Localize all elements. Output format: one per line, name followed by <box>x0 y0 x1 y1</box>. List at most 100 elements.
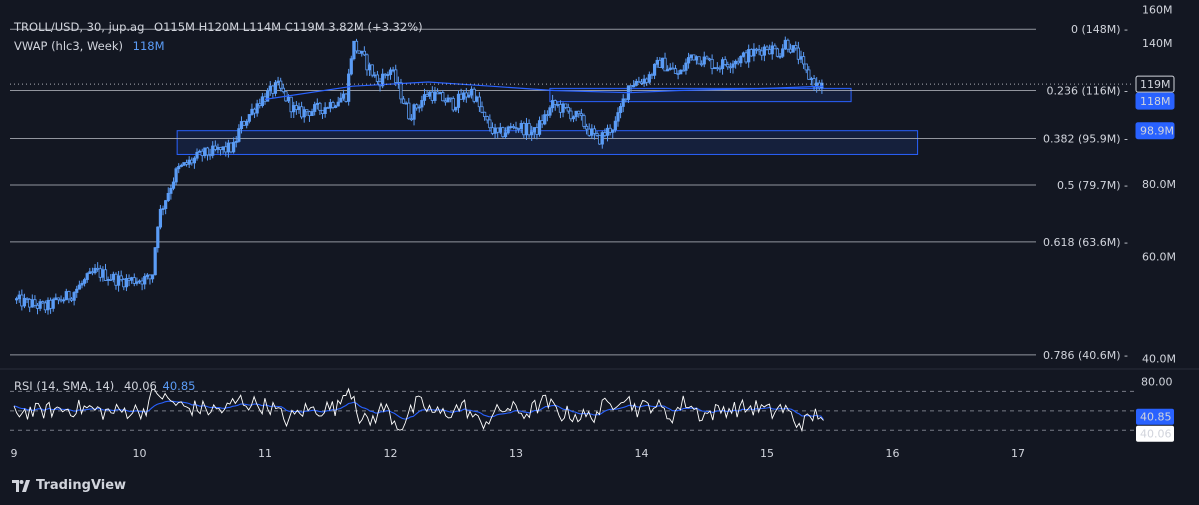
rsi-legend[interactable]: RSI (14, SMA, 14) 40.06 40.85 <box>14 379 195 393</box>
candle-body <box>80 282 84 286</box>
candle-body <box>224 146 228 153</box>
candle-body <box>783 39 787 50</box>
candle-body <box>331 102 335 108</box>
candle-body <box>561 103 565 113</box>
candle-body <box>310 111 314 117</box>
candle-body <box>527 123 531 136</box>
candle-body <box>35 304 40 309</box>
rsi-badge <box>1136 425 1174 442</box>
candle-body <box>480 106 484 113</box>
candle-body <box>143 276 147 285</box>
candle-body <box>773 45 777 50</box>
candle-body <box>694 56 699 61</box>
candle-body <box>584 126 589 130</box>
candle-body <box>221 146 225 151</box>
candle-body <box>564 103 568 108</box>
tradingview-logo[interactable]: TradingView <box>12 478 126 493</box>
candle-body <box>522 122 526 136</box>
candle-body <box>166 193 170 201</box>
candle-body <box>475 96 479 102</box>
candle-body <box>820 82 824 89</box>
candle-body <box>106 279 110 281</box>
candle-body <box>49 299 53 309</box>
candle-body <box>558 104 563 113</box>
candle-body <box>198 150 202 153</box>
candle-body <box>697 56 701 65</box>
candle-body <box>169 187 173 194</box>
candle-body <box>360 50 364 54</box>
candle-body <box>435 91 440 95</box>
candle-body <box>216 147 220 150</box>
candle-body <box>645 78 649 83</box>
candle-body <box>43 302 47 311</box>
candle-body <box>582 115 586 127</box>
zone-rect <box>176 130 919 155</box>
candle-body <box>700 63 704 66</box>
time-axis: 9 10 11 12 13 14 15 16 17 <box>11 447 1026 460</box>
candle-body <box>124 278 129 288</box>
candle-body <box>778 55 782 58</box>
candle-body <box>715 67 719 70</box>
candle-body <box>182 162 186 166</box>
candle-body <box>734 60 738 65</box>
candle-body <box>577 110 581 115</box>
candle-body <box>770 45 774 55</box>
candle-body <box>177 166 181 170</box>
candle-body <box>28 298 32 308</box>
candle-body <box>46 299 50 311</box>
candle-body <box>543 114 547 125</box>
candle-body <box>598 134 602 145</box>
candle-body <box>300 106 304 118</box>
rsi-sma-line <box>13 400 824 421</box>
candle-body <box>72 292 76 301</box>
candle-body <box>404 102 408 105</box>
candle-body <box>551 100 555 109</box>
candle-body <box>211 145 215 156</box>
tradingview-icon <box>12 479 30 492</box>
candle-body <box>77 284 81 290</box>
candle-body <box>362 50 366 56</box>
candle-body <box>333 105 338 108</box>
candle-body <box>718 67 722 70</box>
candle-body <box>90 271 95 274</box>
candle-body <box>386 74 390 76</box>
candle-body <box>323 107 327 114</box>
candle-body <box>315 102 319 105</box>
vwap-line-group <box>10 81 1134 100</box>
candle-body <box>352 40 356 60</box>
fibonacci-levels: 0 (148M) - 0.236 (116M) - 0.382 (95.9M) - 0… <box>10 23 1128 362</box>
time-tick-label: 9 <box>11 447 18 460</box>
symbol-info[interactable]: TROLL/USD, 30, jup.ag <box>14 20 145 34</box>
candle-body <box>33 299 37 306</box>
price-tick-label: 80.0M <box>1142 178 1176 191</box>
candle-body <box>768 49 772 55</box>
candle-body <box>611 129 615 133</box>
candle-body <box>809 78 814 80</box>
candle-body <box>736 60 740 64</box>
candle-body <box>660 57 665 68</box>
candle-body <box>425 94 429 97</box>
candle-body <box>812 78 816 88</box>
candle-body <box>297 106 301 110</box>
candle-body <box>56 297 61 301</box>
candle-body <box>313 104 317 112</box>
candle-body <box>383 73 387 76</box>
fib-label: 0.618 (63.6M) - <box>1043 236 1128 249</box>
candle-body <box>483 111 487 117</box>
candle-body <box>553 100 557 105</box>
price-badge <box>1135 75 1175 93</box>
candle-body <box>739 55 743 64</box>
candle-body <box>723 59 727 65</box>
candle-body <box>467 94 471 98</box>
candle-body <box>320 109 325 114</box>
price-axis: 160M 140M 80.0M 60.0M 40.0M 119M 118M 98.9M <box>0 4 1199 370</box>
candle-body <box>632 84 636 88</box>
candle-body <box>509 126 513 128</box>
candle-body <box>503 132 508 138</box>
candle-body <box>171 181 176 189</box>
candle-body <box>430 91 434 101</box>
candle-body <box>109 279 113 281</box>
candle-body <box>658 59 662 68</box>
vwap-legend[interactable]: VWAP (hlc3, Week) 118M <box>14 39 165 53</box>
candle-body <box>174 168 178 183</box>
